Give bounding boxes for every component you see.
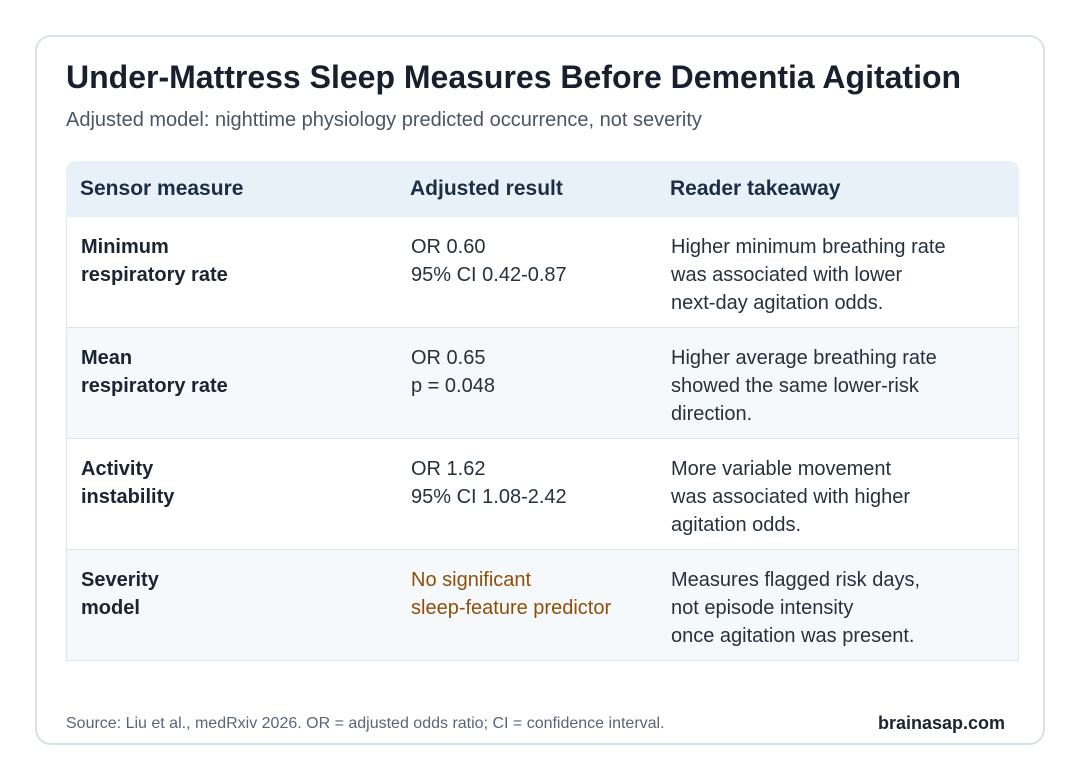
column-header-sensor-measure: Sensor measure bbox=[80, 177, 244, 200]
measure-cell: Activity instability bbox=[81, 458, 175, 508]
column-header-adjusted-result: Adjusted result bbox=[410, 177, 563, 200]
summary-card: Under-Mattress Sleep Measures Before Dem… bbox=[35, 35, 1045, 745]
table-row: Severity model No significant sleep-feat… bbox=[66, 550, 1019, 661]
table-row: Minimum respiratory rate OR 0.60 95% CI … bbox=[66, 217, 1019, 328]
page-subtitle: Adjusted model: nighttime physiology pre… bbox=[66, 109, 702, 131]
measure-cell: Mean respiratory rate bbox=[81, 347, 228, 397]
result-cell: OR 0.65 p = 0.048 bbox=[411, 347, 495, 397]
table-row: Mean respiratory rate OR 0.65 p = 0.048 … bbox=[66, 328, 1019, 439]
result-cell-highlight: No significant sleep-feature predictor bbox=[411, 569, 612, 619]
page-title: Under-Mattress Sleep Measures Before Dem… bbox=[66, 59, 962, 95]
takeaway-cell: Higher minimum breathing rate was associ… bbox=[671, 236, 946, 314]
takeaway-cell: Measures flagged risk days, not episode … bbox=[671, 569, 921, 647]
brand-label: brainasap.com bbox=[877, 713, 1005, 733]
table-row: Activity instability OR 1.62 95% CI 1.08… bbox=[66, 439, 1019, 550]
measure-cell: Severity model bbox=[81, 569, 159, 619]
column-header-reader-takeaway: Reader takeaway bbox=[670, 177, 841, 200]
measure-cell: Minimum respiratory rate bbox=[81, 236, 228, 286]
source-note: Source: Liu et al., medRxiv 2026. OR = a… bbox=[66, 715, 665, 732]
takeaway-cell: Higher average breathing rate showed the… bbox=[671, 347, 937, 425]
result-cell: OR 1.62 95% CI 1.08-2.42 bbox=[411, 458, 567, 508]
results-table: Sensor measure Adjusted result Reader ta… bbox=[66, 161, 1019, 661]
result-cell: OR 0.60 95% CI 0.42-0.87 bbox=[411, 236, 567, 286]
takeaway-cell: More variable movement was associated wi… bbox=[671, 458, 911, 536]
table-header: Sensor measure Adjusted result Reader ta… bbox=[66, 161, 1019, 217]
